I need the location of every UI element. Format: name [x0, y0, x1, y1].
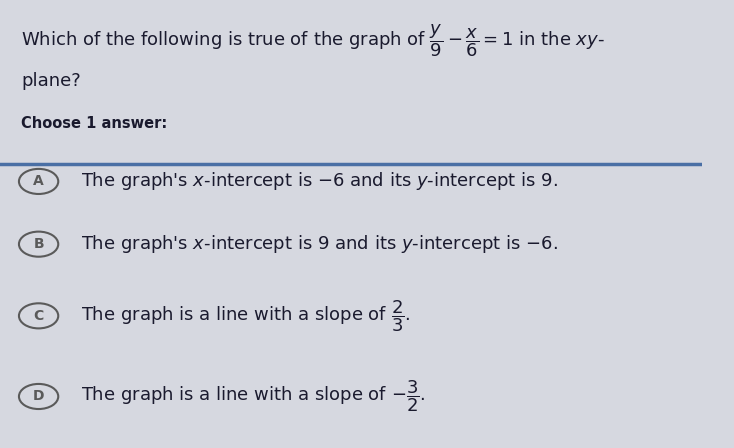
Text: B: B [33, 237, 44, 251]
Text: The graph's $x$-intercept is $-6$ and its $y$-intercept is $9$.: The graph's $x$-intercept is $-6$ and it… [81, 170, 558, 193]
Text: plane?: plane? [21, 72, 81, 90]
Text: C: C [34, 309, 44, 323]
Text: D: D [33, 389, 44, 404]
Text: A: A [33, 174, 44, 189]
Text: Which of the following is true of the graph of $\dfrac{y}{9} - \dfrac{x}{6} = 1$: Which of the following is true of the gr… [21, 22, 605, 59]
Text: The graph's $x$-intercept is $9$ and its $y$-intercept is $-6$.: The graph's $x$-intercept is $9$ and its… [81, 233, 558, 255]
Text: The graph is a line with a slope of $\dfrac{2}{3}$.: The graph is a line with a slope of $\df… [81, 298, 410, 334]
Text: Choose 1 answer:: Choose 1 answer: [21, 116, 167, 131]
Text: The graph is a line with a slope of $-\dfrac{3}{2}$.: The graph is a line with a slope of $-\d… [81, 379, 425, 414]
